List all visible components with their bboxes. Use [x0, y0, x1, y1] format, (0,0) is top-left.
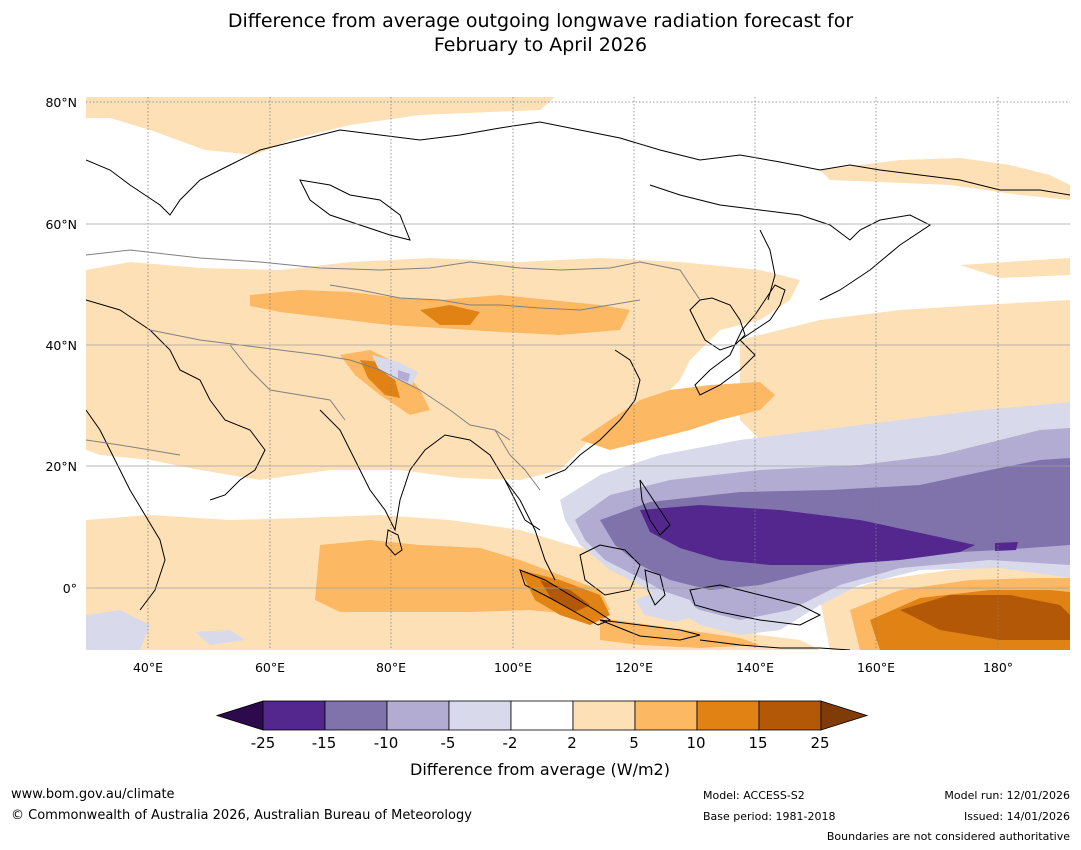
contour-pacific-orange-light	[740, 300, 1070, 445]
colorbar-segment	[758, 700, 822, 731]
lat-tick-20n: 20°N	[45, 459, 77, 474]
colorbar-tick-6: 5	[629, 734, 639, 752]
colorbar-tick-9: 25	[810, 734, 829, 752]
footer-issued: Issued: 14/01/2026	[963, 810, 1070, 823]
anomaly-field	[86, 97, 1070, 650]
contour-himalaya-strong	[360, 360, 400, 398]
iran-afghan-border	[229, 344, 346, 421]
lat-tick-labels: 80°N 60°N 40°N 20°N 0°	[45, 95, 77, 596]
colorbar-extend-high	[820, 700, 869, 731]
title-line-2: February to April 2026	[433, 34, 648, 56]
contour-east-china-mid	[580, 382, 775, 450]
colorbar-tick-1: -15	[312, 734, 337, 752]
colorbar-segment	[448, 700, 512, 731]
lat-tick-60n: 60°N	[45, 217, 77, 232]
sumatra-coast	[519, 569, 612, 626]
colorbar-extend-low	[215, 700, 264, 731]
philippines-coast	[639, 479, 671, 536]
lat-tick-40n: 40°N	[45, 338, 77, 353]
japan-coast	[694, 284, 786, 396]
taymyr-coast	[299, 179, 411, 241]
africa-border	[86, 439, 181, 456]
arctic-coastline	[86, 121, 1070, 216]
lon-tick-80e: 80°E	[376, 660, 406, 675]
contour-south-pacific-max	[900, 595, 1070, 640]
contour-mongolia-strong	[420, 305, 480, 325]
colorbar	[215, 700, 869, 731]
china-coast	[544, 349, 641, 479]
colorbar-label: Difference from average (W/m2)	[410, 760, 670, 779]
mongolia-border	[329, 284, 641, 311]
russia-southern-border	[86, 249, 701, 301]
sri-lanka-coast	[385, 529, 403, 556]
new-guinea-coast	[689, 584, 822, 626]
footer-disclaimer: Boundaries are not considered authoritat…	[826, 830, 1070, 843]
contour-tibet-blue-mid	[398, 370, 410, 382]
footer-model-run: Model run: 12/01/2026	[944, 789, 1070, 802]
lon-tick-140e: 140°E	[736, 660, 774, 675]
colorbar-tick-3: -5	[441, 734, 456, 752]
lon-tick-180: 180°	[983, 660, 1013, 675]
africa-east-coast	[86, 409, 166, 611]
sulawesi-coast	[644, 569, 666, 606]
colorbar-tick-5: 2	[567, 734, 577, 752]
country-borders	[86, 249, 701, 491]
lat-tick-0: 0°	[63, 581, 77, 596]
lon-tick-100e: 100°E	[494, 660, 532, 675]
colorbar-segment	[572, 700, 636, 731]
java-coast	[599, 619, 701, 641]
footer-model: Model: ACCESS-S2	[703, 789, 805, 802]
borneo-coast	[579, 544, 641, 596]
lat-tick-80n: 80°N	[45, 95, 77, 110]
india-coast	[319, 409, 541, 532]
colorbar-tick-8: 15	[748, 734, 767, 752]
lon-tick-labels: 40°E 60°E 80°E 100°E 120°E 140°E 160°E 1…	[133, 660, 1013, 675]
colorbar-segment	[510, 700, 574, 731]
footer-base-period: Base period: 1981-2018	[703, 810, 836, 823]
australia-north-coast	[699, 639, 851, 650]
footer-url[interactable]: www.bom.gov.au/climate	[11, 787, 175, 802]
colorbar-segment	[696, 700, 760, 731]
malay-coast	[504, 479, 556, 581]
arabia-coast	[86, 299, 266, 501]
colorbar-tick-4: -2	[503, 734, 518, 752]
lon-tick-60e: 60°E	[255, 660, 285, 675]
colorbar-segment	[386, 700, 450, 731]
contour-pacific-blue-max	[640, 505, 975, 565]
lat-gridlines	[86, 223, 1070, 589]
gridlines	[86, 97, 1070, 650]
title-line-1: Difference from average outgoing longwav…	[227, 10, 854, 32]
contour-northeast-orange	[960, 258, 1070, 278]
lon-tick-120e: 120°E	[615, 660, 653, 675]
contour-sw-blue	[86, 610, 150, 650]
coastlines	[86, 121, 1070, 650]
siberia-east-coast	[649, 184, 931, 301]
contour-pacific-blue-max-east	[995, 542, 1018, 551]
sakhalin-coast	[759, 229, 776, 301]
central-asia-border	[149, 329, 511, 441]
lon-tick-40e: 40°E	[133, 660, 163, 675]
contour-arctic-orange	[86, 97, 555, 155]
colorbar-tick-7: 10	[686, 734, 705, 752]
colorbar-tick-0: -25	[251, 734, 276, 752]
korea-coast	[689, 297, 746, 351]
lon-tick-160e: 160°E	[857, 660, 895, 675]
colorbar-segment	[634, 700, 698, 731]
colorbar-segment	[262, 700, 326, 731]
colorbar-segment	[324, 700, 388, 731]
map-title: Difference from average outgoing longwav…	[0, 9, 1081, 57]
contour-sio-blue	[195, 630, 245, 645]
footer-copyright: © Commonwealth of Australia 2026, Austra…	[11, 808, 472, 823]
indochina-border	[494, 429, 541, 491]
colorbar-tick-labels: -25 -15 -10 -5 -2 2 5 10 15 25	[251, 734, 830, 752]
colorbar-tick-2: -10	[374, 734, 399, 752]
